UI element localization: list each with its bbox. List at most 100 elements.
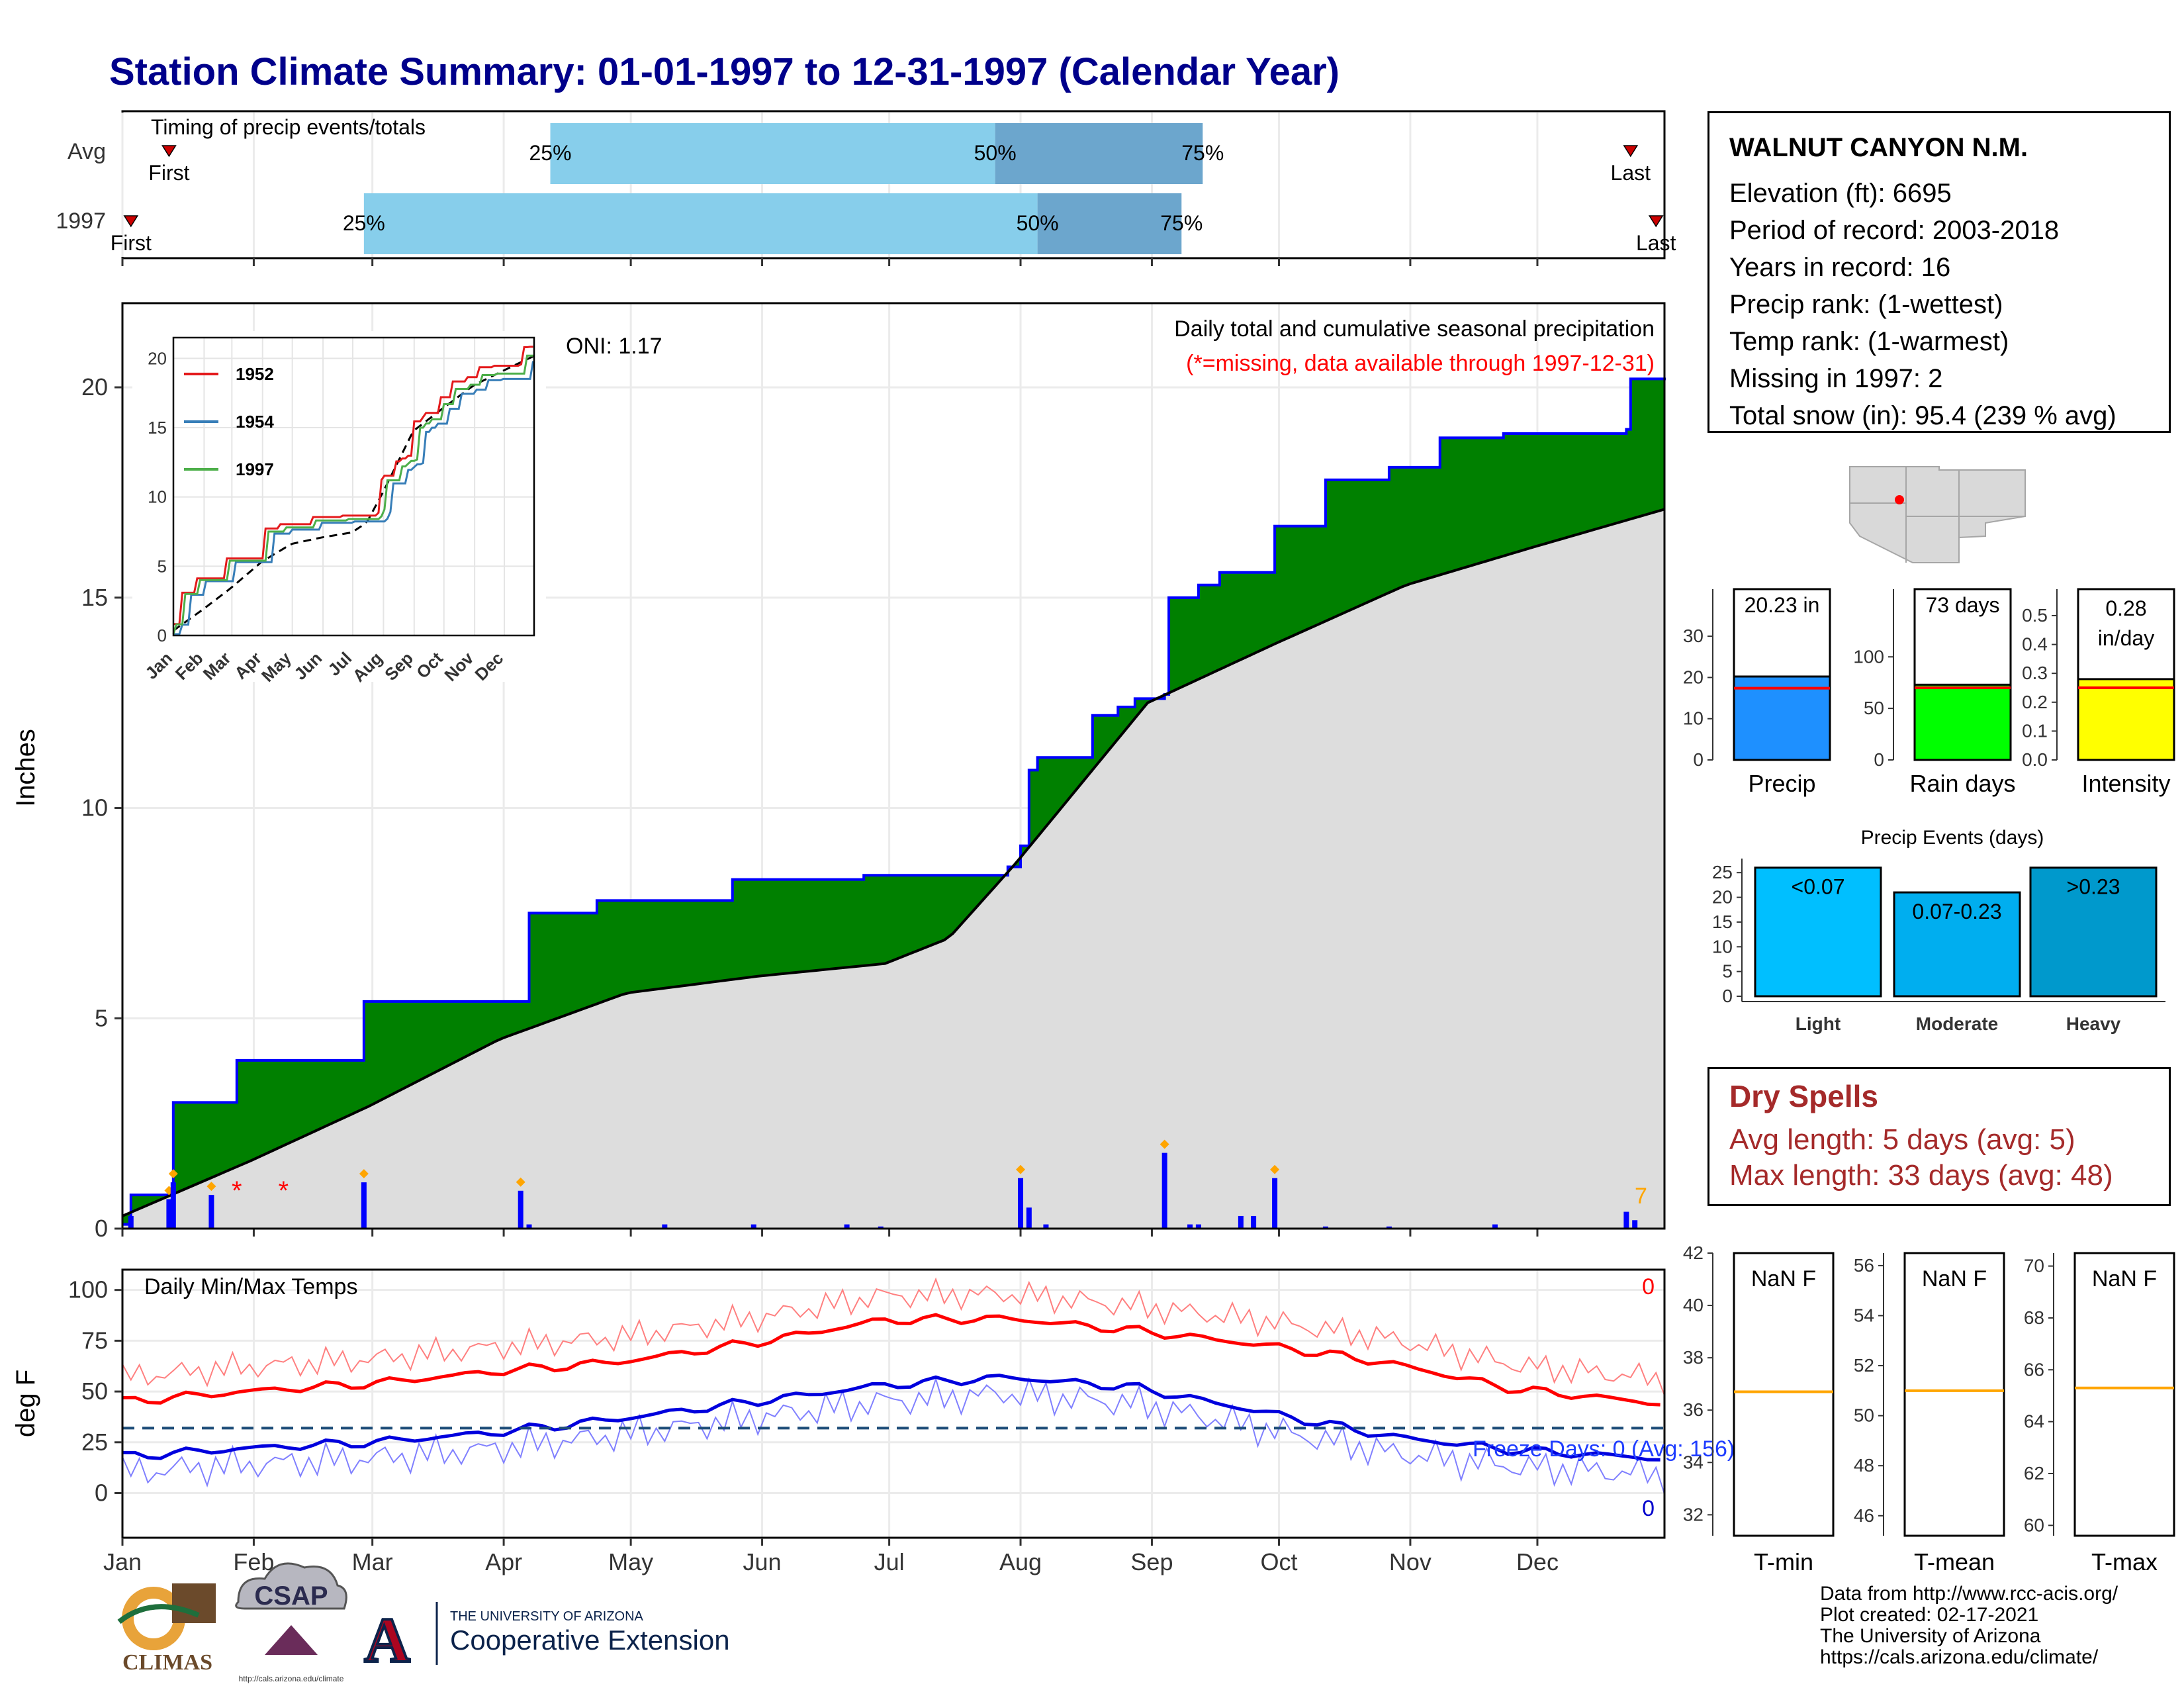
y-tick-inches: 10 [81, 794, 108, 821]
oni-label: ONI: 1.17 [566, 334, 662, 359]
daily-precip-bar [361, 1182, 367, 1229]
temp-box-tick: 36 [1683, 1399, 1704, 1420]
summary-bar-tick: 50 [1864, 698, 1884, 718]
summary-bar-tick: 0.5 [2022, 605, 2048, 626]
station-period: Period of record: 2003-2018 [1729, 216, 2060, 245]
ua-a-mark: A [364, 1605, 410, 1675]
heavy-event-marker [516, 1177, 525, 1187]
events-bar-fill [1893, 891, 2021, 998]
summary-bar-fill [2077, 678, 2175, 761]
ua-line2: Cooperative Extension [450, 1624, 730, 1656]
events-bar-fill [2029, 867, 2158, 998]
inset-line-1997 [172, 354, 533, 635]
events-bar-label: Moderate [1916, 1013, 1998, 1034]
summary-bar-unit: in/day [2098, 626, 2154, 650]
events-y-tick: 0 [1722, 986, 1733, 1006]
temp-box-t-min: 32 34 36 38 40 42 NaN F T-min [1683, 1243, 1835, 1575]
summary-bar-tick: 0.4 [2022, 634, 2048, 655]
missing-marker: * [232, 1176, 242, 1205]
station-years: Years in record: 16 [1729, 253, 1951, 282]
daily-precip-bar [662, 1224, 668, 1229]
summary-bar-tick: 0.1 [2022, 720, 2048, 741]
timing-first-label: First [111, 231, 152, 255]
temp-box-tick: 66 [2024, 1359, 2044, 1380]
climas-logo: CLIMAS [117, 1583, 216, 1675]
avg-max-temp-line [122, 1313, 1661, 1407]
footer-line-3: The University of Arizona [1820, 1625, 2041, 1647]
summary-bar-intensity: 0.0 0.1 0.2 0.3 0.4 0.5 0.28 in/day Intensity [2022, 588, 2175, 797]
events-y-tick: 25 [1712, 862, 1733, 882]
daily-precip-bar [170, 1182, 176, 1229]
daily-precip-bar [1238, 1215, 1244, 1229]
timing-last-marker [1648, 215, 1664, 228]
month-label: Jul [874, 1548, 905, 1575]
daily-precip-bar [751, 1224, 756, 1229]
temp-box-tick: 48 [1854, 1455, 1874, 1476]
daily-precip-bar [1187, 1224, 1193, 1229]
avg-cumulative-line [122, 508, 1665, 1217]
summary-bar-label: Intensity [2081, 770, 2170, 797]
events-bar-fill [1754, 867, 1882, 998]
timing-row-avg-label: Avg [68, 139, 106, 164]
summary-bar-label: Rain days [1909, 770, 2015, 797]
daily-precip-bar [1251, 1215, 1257, 1229]
temp-box-value: NaN F [2092, 1266, 2157, 1291]
summary-bar-value: 20.23 in [1745, 593, 1820, 617]
events-y-tick: 15 [1712, 912, 1733, 932]
summary-bar-value: 73 days [1925, 593, 1999, 617]
inset-y-tick: 0 [158, 626, 167, 645]
month-label: Jun [743, 1548, 782, 1575]
summary-bar-label: Precip [1748, 770, 1815, 797]
y-axis-label-degf: deg F [11, 1370, 40, 1437]
timing-bar-25-50 [363, 193, 1038, 254]
temp-box-tick: 60 [2024, 1515, 2044, 1535]
heavy-event-marker [168, 1169, 178, 1179]
avg-min-temp-line [122, 1374, 1661, 1462]
daily-max-temp-line [122, 1277, 1665, 1396]
events-bar-label: Light [1796, 1013, 1841, 1034]
daily-precip-bar [128, 1215, 134, 1229]
timing-last-marker [1623, 145, 1639, 158]
daily-precip-bar [844, 1224, 850, 1229]
y-tick-inches: 5 [95, 1004, 108, 1031]
inset-y-tick: 20 [148, 348, 167, 368]
station-elevation: Elevation (ft): 6695 [1729, 179, 1952, 208]
events-bar-value: 0.07-0.23 [1912, 900, 2001, 923]
events-bar-heavy: >0.23 Heavy [2029, 867, 2158, 1034]
summary-bar-rain-days: 0 50 100 73 days Rain days [1853, 588, 2016, 797]
month-label: Sep [1130, 1548, 1173, 1575]
locator-map [1843, 462, 2032, 565]
summary-bar-value: 0.28 [2105, 596, 2146, 620]
temp-panel: 0 25 50 75 100 Daily Min/Max Temps Freeze Da… [11, 1268, 1735, 1539]
temp-box-tick: 62 [2024, 1463, 2044, 1483]
summary-bar-tick: 30 [1683, 626, 1704, 646]
month-label: Mar [352, 1548, 393, 1575]
month-label: Nov [1389, 1548, 1432, 1575]
temp-label: Daily Min/Max Temps [144, 1274, 357, 1299]
month-label: Oct [1260, 1548, 1297, 1575]
temp-box-tick: 54 [1854, 1305, 1874, 1325]
heavy-event-marker [206, 1182, 216, 1192]
month-label: Aug [999, 1548, 1042, 1575]
timing-pct-label: 75% [1160, 211, 1203, 235]
summary-bar-tick: 0.0 [2022, 749, 2048, 770]
timing-first-label: First [148, 161, 189, 185]
daily-precip-bar [208, 1195, 214, 1229]
summary-bar-tick: 0.2 [2022, 692, 2048, 712]
y-tick-degf: 100 [68, 1276, 108, 1303]
surplus-area [122, 377, 1664, 1225]
temp-box-tick: 64 [2024, 1411, 2044, 1432]
footer-line-4: https://cals.arizona.edu/climate/ [1820, 1646, 2099, 1668]
heavy-event-marker [1270, 1164, 1280, 1174]
ua-line1: THE UNIVERSITY OF ARIZONA [450, 1609, 644, 1624]
station-temp-rank: Temp rank: (1-warmest) [1729, 327, 2009, 356]
temp-box-tick: 70 [2024, 1256, 2044, 1276]
summary-bar-tick: 100 [1853, 646, 1884, 667]
temp-box-label: T-mean [1914, 1548, 1995, 1575]
avg-cumulative-area [122, 509, 1664, 1229]
temp-box-tick: 46 [1854, 1505, 1874, 1526]
summary-bar-tick: 0 [1874, 749, 1884, 770]
missing-marker: * [278, 1176, 289, 1205]
max-count: 0 [1642, 1274, 1655, 1299]
